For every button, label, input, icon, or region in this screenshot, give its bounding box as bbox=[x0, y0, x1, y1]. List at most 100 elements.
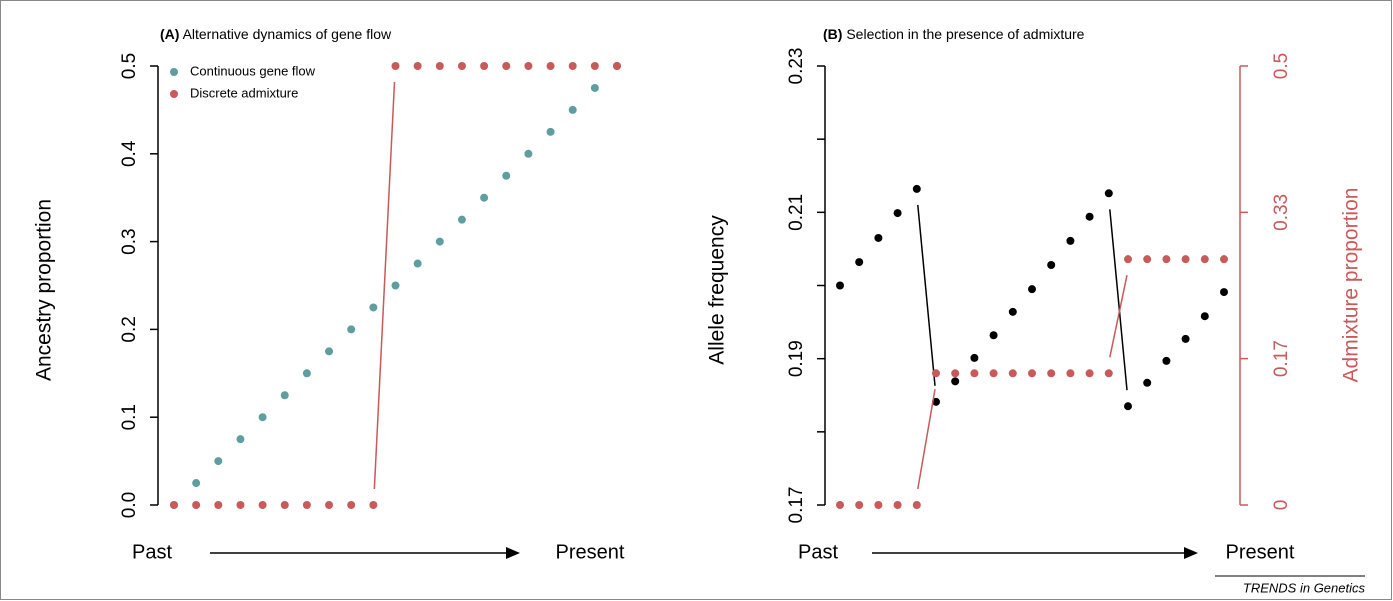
point bbox=[970, 369, 979, 378]
point bbox=[1104, 369, 1113, 378]
point bbox=[590, 62, 599, 70]
title-text: Selection in the presence of admixture bbox=[846, 26, 1084, 42]
point bbox=[951, 377, 960, 386]
point bbox=[1066, 369, 1075, 378]
point bbox=[970, 353, 979, 362]
panel-label: (B) bbox=[823, 26, 842, 42]
point bbox=[1143, 255, 1152, 264]
point bbox=[391, 281, 400, 290]
point bbox=[480, 62, 489, 70]
legend-marker bbox=[170, 90, 178, 98]
point bbox=[989, 369, 998, 378]
point bbox=[874, 233, 883, 242]
point bbox=[989, 331, 998, 340]
point bbox=[457, 62, 466, 70]
point bbox=[836, 501, 844, 509]
y-tick-label: 0.23 bbox=[786, 48, 807, 85]
point bbox=[613, 62, 621, 70]
point bbox=[893, 209, 902, 218]
transition-line bbox=[1109, 209, 1128, 391]
point bbox=[1047, 369, 1056, 378]
point bbox=[951, 369, 960, 378]
point bbox=[457, 215, 466, 224]
x-end-label: Present bbox=[1226, 541, 1295, 563]
point bbox=[855, 258, 864, 267]
point bbox=[1028, 285, 1036, 294]
y2-tick-label: 0.5 bbox=[1271, 53, 1292, 79]
point bbox=[932, 369, 940, 378]
point bbox=[1008, 369, 1017, 378]
point bbox=[524, 149, 533, 158]
point bbox=[1066, 236, 1075, 245]
point bbox=[1220, 288, 1228, 297]
point bbox=[302, 369, 311, 378]
transition-line bbox=[1109, 275, 1128, 358]
panel-title: (B) Selection in the presence of admixtu… bbox=[823, 26, 1085, 42]
legend-label: Continuous gene flow bbox=[190, 63, 316, 78]
point bbox=[170, 501, 178, 509]
point bbox=[280, 501, 289, 509]
title-text: Alternative dynamics of gene flow bbox=[183, 26, 392, 42]
point bbox=[325, 347, 334, 356]
point bbox=[214, 501, 223, 509]
point bbox=[1104, 189, 1113, 198]
x-start-label: Past bbox=[132, 541, 172, 563]
point bbox=[480, 193, 489, 202]
y-axis-label: Allele frequency bbox=[706, 215, 729, 365]
y-tick-label: 0.21 bbox=[786, 194, 807, 231]
point bbox=[1200, 312, 1209, 321]
point bbox=[435, 62, 444, 70]
point bbox=[413, 62, 422, 70]
x-end-label: Present bbox=[556, 541, 625, 563]
y-tick-label: 0.2 bbox=[119, 316, 140, 342]
point bbox=[413, 259, 422, 268]
point bbox=[502, 171, 511, 180]
time-arrowhead bbox=[506, 547, 520, 559]
point bbox=[1085, 212, 1094, 221]
point bbox=[1008, 307, 1017, 316]
transition-line bbox=[917, 389, 936, 490]
point bbox=[347, 501, 356, 509]
y-tick-label: 0.17 bbox=[786, 487, 807, 524]
point bbox=[1085, 369, 1094, 378]
point bbox=[1220, 255, 1228, 264]
point bbox=[192, 479, 201, 488]
point bbox=[369, 303, 378, 312]
point bbox=[258, 413, 267, 422]
point bbox=[912, 184, 921, 193]
y2-tick-label: 0.33 bbox=[1271, 194, 1292, 231]
y-tick-label: 0.19 bbox=[786, 340, 807, 377]
y-tick-label: 0.0 bbox=[119, 492, 140, 518]
point bbox=[1124, 255, 1132, 264]
credit: TRENDS in Genetics bbox=[1243, 580, 1366, 595]
point bbox=[1124, 402, 1132, 411]
y-tick-label: 0.1 bbox=[119, 404, 140, 430]
point bbox=[1143, 378, 1152, 387]
y-axis-label: Ancestry proportion bbox=[33, 199, 56, 381]
x-start-label: Past bbox=[798, 541, 838, 563]
point bbox=[192, 501, 201, 509]
legend-marker bbox=[170, 68, 178, 76]
point bbox=[280, 391, 289, 400]
point bbox=[912, 501, 921, 509]
point bbox=[369, 501, 378, 509]
point bbox=[1181, 255, 1190, 264]
point bbox=[236, 501, 245, 509]
point bbox=[1028, 369, 1036, 378]
transition-line bbox=[917, 204, 936, 386]
point bbox=[524, 62, 533, 70]
point bbox=[1200, 255, 1209, 264]
time-arrowhead bbox=[1184, 547, 1198, 559]
y2-axis-label: Admixture proportion bbox=[1340, 188, 1363, 383]
y-tick-label: 0.3 bbox=[119, 228, 140, 254]
transition-line bbox=[373, 81, 396, 490]
point bbox=[874, 501, 883, 509]
y-tick-label: 0.4 bbox=[119, 140, 140, 167]
point bbox=[435, 237, 444, 246]
legend-label: Discrete admixture bbox=[190, 85, 298, 100]
y-tick-label: 0.5 bbox=[119, 53, 140, 79]
point bbox=[893, 501, 902, 509]
point bbox=[836, 281, 844, 290]
